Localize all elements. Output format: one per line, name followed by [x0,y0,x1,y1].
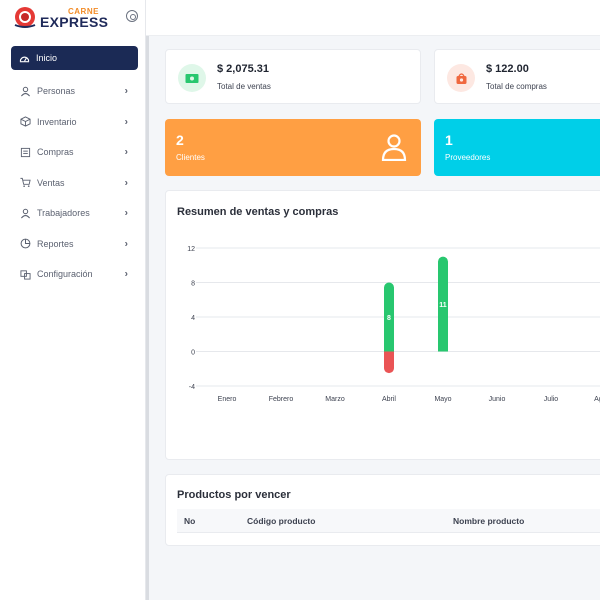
bar [384,282,394,352]
sidebar-item-ventas[interactable]: Ventas › [0,168,146,199]
chevron-right-icon: › [124,268,128,280]
y-tick-label: -4 [189,384,195,391]
chevron-right-icon: › [124,207,128,219]
y-tick-label: 12 [187,246,195,253]
clients-count: 2 [176,132,184,148]
sidebar-item-inventario[interactable]: Inventario › [0,107,146,138]
sidebar-item-label: Compras [37,147,74,158]
sidebar-item-configuracion[interactable]: Configuración › [0,259,146,290]
sidebar-item-trabajadores[interactable]: Trabajadores › [0,198,146,229]
bar-base [384,351,394,357]
sidebar: CARNE EXPRESS Inicio Personas › Inventar… [0,0,149,600]
user-icon [20,208,31,219]
receipt-icon [20,147,31,158]
x-tick-label: Mayo [434,396,451,403]
providers-card[interactable]: 1 Proveedores [434,119,600,176]
clients-card[interactable]: 2 Clientes [165,119,421,176]
chevron-right-icon: › [124,238,128,250]
money-icon [178,64,206,92]
sidebar-toggle-icon[interactable] [126,10,138,22]
x-tick-label: Febrero [269,396,294,403]
settings-icon [20,269,31,280]
bar [438,256,448,352]
clients-label: Clientes [176,153,205,162]
bar-base [384,346,394,352]
y-tick-label: 4 [191,315,195,322]
cart-icon [20,177,31,188]
data-label: 11 [439,302,447,309]
brand[interactable]: CARNE EXPRESS [0,0,145,36]
brand-title: EXPRESS [40,14,109,30]
dashboard-icon [19,53,30,64]
top-bar [146,0,600,36]
chevron-right-icon: › [124,177,128,189]
sidebar-item-inicio[interactable]: Inicio [11,46,138,70]
table-header: No Código producto Nombre producto [177,509,600,533]
y-tick-label: 0 [191,350,195,357]
sales-purchases-chart-panel: 12 8 4 0 -4 Enero Febrero Marzo Abril Mayo Junio Ju… [165,190,600,460]
providers-count: 1 [445,132,453,148]
total-sales-label: Total de ventas [217,82,271,91]
sidebar-item-label: Inicio [36,53,58,63]
total-purchases-label: Total de compras [486,82,547,91]
pie-chart-icon [20,238,31,249]
user-icon [381,134,407,161]
column-header-product-name: Nombre producto [453,516,525,526]
shopping-bag-icon [447,64,475,92]
column-header-product-code: Código producto [247,516,316,526]
bar-base [438,346,448,352]
expiring-products-title: Productos por vencer [177,489,291,501]
sidebar-item-label: Trabajadores [37,208,90,219]
chevron-right-icon: › [124,116,128,128]
chevron-right-icon: › [124,146,128,158]
column-header-no: No [184,516,196,526]
total-sales-card: $ 2,075.31 Total de ventas [165,49,421,104]
x-tick-label: Agosto [594,396,600,403]
sidebar-item-label: Inventario [37,116,77,127]
x-tick-label: Enero [218,396,237,403]
sales-purchases-chart: 12 8 4 0 -4 Enero Febrero Marzo Abril Mayo Junio Ju… [187,246,600,403]
user-icon [20,86,31,97]
x-tick-label: Julio [544,396,559,403]
brand-subtitle: CARNE [68,7,99,16]
sidebar-item-personas[interactable]: Personas › [0,76,146,107]
chevron-right-icon: › [124,85,128,97]
total-purchases-amount: $ 122.00 [486,63,529,75]
sidebar-nav: Inicio Personas › Inventario › Compras › [0,46,146,290]
sidebar-item-compras[interactable]: Compras › [0,137,146,168]
sidebar-item-label: Reportes [37,238,74,249]
x-tick-label: Abril [382,396,396,403]
x-tick-label: Junio [489,396,506,403]
sidebar-item-reportes[interactable]: Reportes › [0,229,146,260]
total-sales-amount: $ 2,075.31 [217,63,269,75]
sidebar-item-label: Personas [37,86,76,97]
total-purchases-card: $ 122.00 Total de compras [434,49,600,104]
sidebar-item-label: Ventas [37,177,65,188]
box-icon [20,116,31,127]
providers-label: Proveedores [445,153,491,162]
x-tick-label: Marzo [325,396,345,403]
data-label: 8 [387,315,391,322]
expiring-products-panel: Productos por vencer No Código producto … [165,474,600,546]
chart-title: Resumen de ventas y compras [177,206,339,218]
sidebar-item-label: Configuración [37,269,93,280]
y-tick-label: 8 [191,281,195,288]
bar [384,351,394,374]
logo-icon [14,7,36,28]
